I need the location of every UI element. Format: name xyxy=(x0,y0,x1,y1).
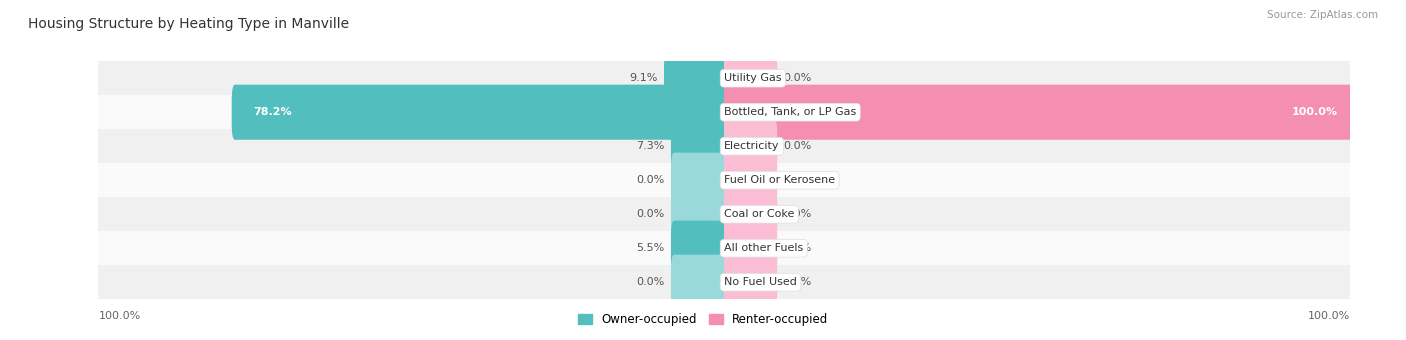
Text: 7.3%: 7.3% xyxy=(637,141,665,151)
Bar xyxy=(98,197,724,231)
Bar xyxy=(98,95,724,129)
Text: No Fuel Used: No Fuel Used xyxy=(724,277,797,287)
Text: Bottled, Tank, or LP Gas: Bottled, Tank, or LP Gas xyxy=(724,107,856,117)
Bar xyxy=(98,163,724,197)
Text: 0.0%: 0.0% xyxy=(783,243,811,253)
Text: 0.0%: 0.0% xyxy=(783,209,811,219)
Text: 0.0%: 0.0% xyxy=(783,175,811,185)
Text: 0.0%: 0.0% xyxy=(783,73,811,83)
Bar xyxy=(724,197,1350,231)
FancyBboxPatch shape xyxy=(671,187,727,242)
Text: All other Fuels: All other Fuels xyxy=(724,243,803,253)
Text: Coal or Coke: Coal or Coke xyxy=(724,209,794,219)
Text: 5.5%: 5.5% xyxy=(637,243,665,253)
Bar xyxy=(98,231,724,265)
Bar xyxy=(724,129,1350,163)
FancyBboxPatch shape xyxy=(721,51,778,106)
FancyBboxPatch shape xyxy=(721,255,778,310)
FancyBboxPatch shape xyxy=(671,221,727,276)
Bar xyxy=(724,163,1350,197)
Text: 0.0%: 0.0% xyxy=(637,209,665,219)
Text: 9.1%: 9.1% xyxy=(630,73,658,83)
Legend: Owner-occupied, Renter-occupied: Owner-occupied, Renter-occupied xyxy=(572,308,834,331)
Text: Electricity: Electricity xyxy=(724,141,779,151)
Text: Fuel Oil or Kerosene: Fuel Oil or Kerosene xyxy=(724,175,835,185)
FancyBboxPatch shape xyxy=(721,119,778,174)
FancyBboxPatch shape xyxy=(664,51,727,106)
FancyBboxPatch shape xyxy=(671,153,727,208)
Text: 0.0%: 0.0% xyxy=(637,175,665,185)
Bar xyxy=(98,129,724,163)
Text: 78.2%: 78.2% xyxy=(253,107,292,117)
Text: 0.0%: 0.0% xyxy=(783,141,811,151)
Bar xyxy=(724,61,1350,95)
Bar xyxy=(724,95,1350,129)
Text: 100.0%: 100.0% xyxy=(1308,311,1350,321)
Text: Source: ZipAtlas.com: Source: ZipAtlas.com xyxy=(1267,10,1378,20)
FancyBboxPatch shape xyxy=(671,119,727,174)
Text: 0.0%: 0.0% xyxy=(637,277,665,287)
Text: Housing Structure by Heating Type in Manville: Housing Structure by Heating Type in Man… xyxy=(28,17,349,31)
Bar xyxy=(98,61,724,95)
Bar xyxy=(98,265,724,299)
FancyBboxPatch shape xyxy=(721,221,778,276)
Text: 0.0%: 0.0% xyxy=(783,277,811,287)
FancyBboxPatch shape xyxy=(721,85,1353,140)
FancyBboxPatch shape xyxy=(721,187,778,242)
Text: 100.0%: 100.0% xyxy=(98,311,141,321)
FancyBboxPatch shape xyxy=(671,255,727,310)
Text: Utility Gas: Utility Gas xyxy=(724,73,782,83)
Bar xyxy=(724,265,1350,299)
FancyBboxPatch shape xyxy=(232,85,727,140)
Bar xyxy=(724,231,1350,265)
Text: 100.0%: 100.0% xyxy=(1291,107,1337,117)
FancyBboxPatch shape xyxy=(721,153,778,208)
